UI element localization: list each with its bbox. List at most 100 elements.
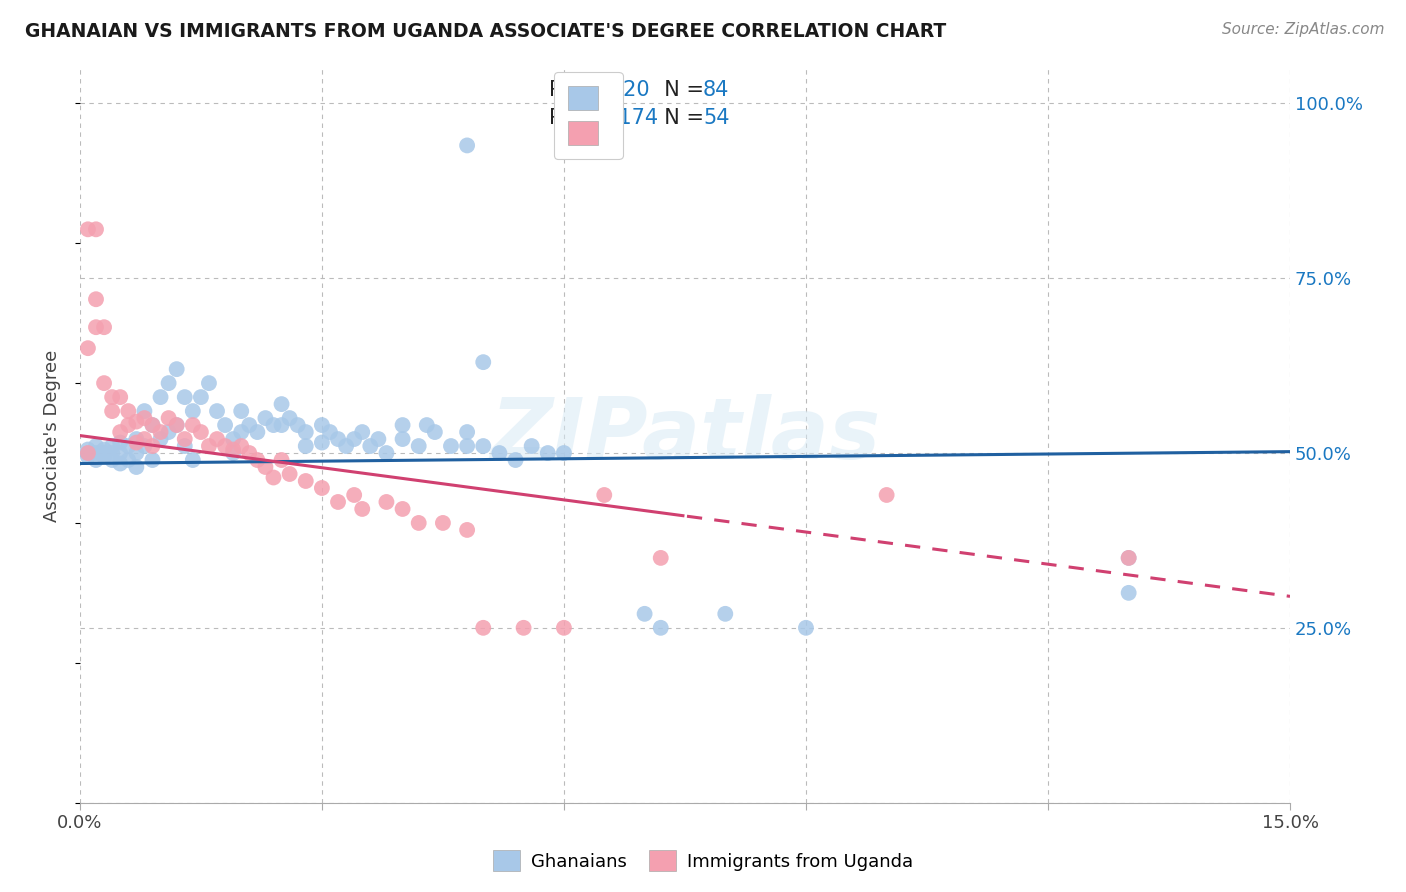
Point [246,453,269,467]
Y-axis label: Associate's Degree: Associate's Degree [44,350,60,522]
Point [93,320,115,334]
Point [311,418,333,433]
Text: GHANAIAN VS IMMIGRANTS FROM UGANDA ASSOCIATE'S DEGREE CORRELATION CHART: GHANAIAN VS IMMIGRANTS FROM UGANDA ASSOC… [25,22,946,41]
Point [84,320,107,334]
Point [125,415,148,429]
Point [101,453,124,467]
Point [101,390,124,404]
Point [77,341,100,355]
Point [125,432,148,446]
Point [488,446,510,460]
Point [335,439,357,453]
Point [198,376,221,391]
Point [1118,586,1140,600]
Point [134,411,156,425]
Point [505,453,527,467]
Point [512,621,534,635]
Point [375,495,398,509]
Point [157,425,180,439]
Text: 0.020: 0.020 [591,80,650,101]
Point [593,488,616,502]
Point [416,418,439,433]
Point [125,446,148,460]
Text: R =: R = [550,80,595,101]
Point [472,621,495,635]
Point [149,390,172,404]
Point [553,446,575,460]
Point [456,425,478,439]
Point [263,418,285,433]
Point [181,404,204,418]
Point [326,495,349,509]
Point [231,439,253,453]
Text: 84: 84 [703,80,730,101]
Point [93,442,115,457]
Point [134,404,156,418]
Point [714,607,737,621]
Point [214,418,236,433]
Point [125,460,148,475]
Point [633,607,655,621]
Point [173,390,195,404]
Point [254,411,277,425]
Point [108,425,131,439]
Point [141,453,163,467]
Text: R =: R = [550,108,595,128]
Point [77,446,100,460]
Point [352,502,374,516]
Text: -0.174: -0.174 [591,108,658,128]
Point [84,453,107,467]
Point [149,432,172,446]
Point [101,439,124,453]
Point [198,439,221,453]
Point [134,439,156,453]
Point [456,138,478,153]
Point [254,460,277,475]
Point [650,550,672,565]
Point [77,450,100,464]
Point [77,446,100,460]
Point [77,442,100,457]
Point [311,435,333,450]
Point [157,376,180,391]
Point [391,432,413,446]
Point [93,446,115,460]
Point [84,292,107,306]
Point [149,425,172,439]
Point [270,397,292,411]
Point [231,425,253,439]
Point [84,439,107,453]
Point [141,418,163,433]
Point [181,418,204,433]
Point [157,411,180,425]
Text: N =: N = [651,108,710,128]
Text: N =: N = [651,80,710,101]
Point [101,446,124,460]
Point [352,425,374,439]
Point [537,446,560,460]
Point [876,488,898,502]
Point [93,376,115,391]
Point [108,390,131,404]
Text: 54: 54 [703,108,730,128]
Point [294,474,316,488]
Point [222,446,245,460]
Point [134,432,156,446]
Point [84,222,107,236]
Point [238,446,260,460]
Point [190,425,212,439]
Point [375,446,398,460]
Point [270,418,292,433]
Point [520,439,543,453]
Point [166,418,188,433]
Point [359,439,381,453]
Point [367,432,389,446]
Point [166,418,188,433]
Point [408,516,430,530]
Point [117,418,139,433]
Point [319,425,342,439]
Point [1118,550,1140,565]
Point [77,222,100,236]
Legend: , : , [554,71,623,160]
Point [108,457,131,471]
